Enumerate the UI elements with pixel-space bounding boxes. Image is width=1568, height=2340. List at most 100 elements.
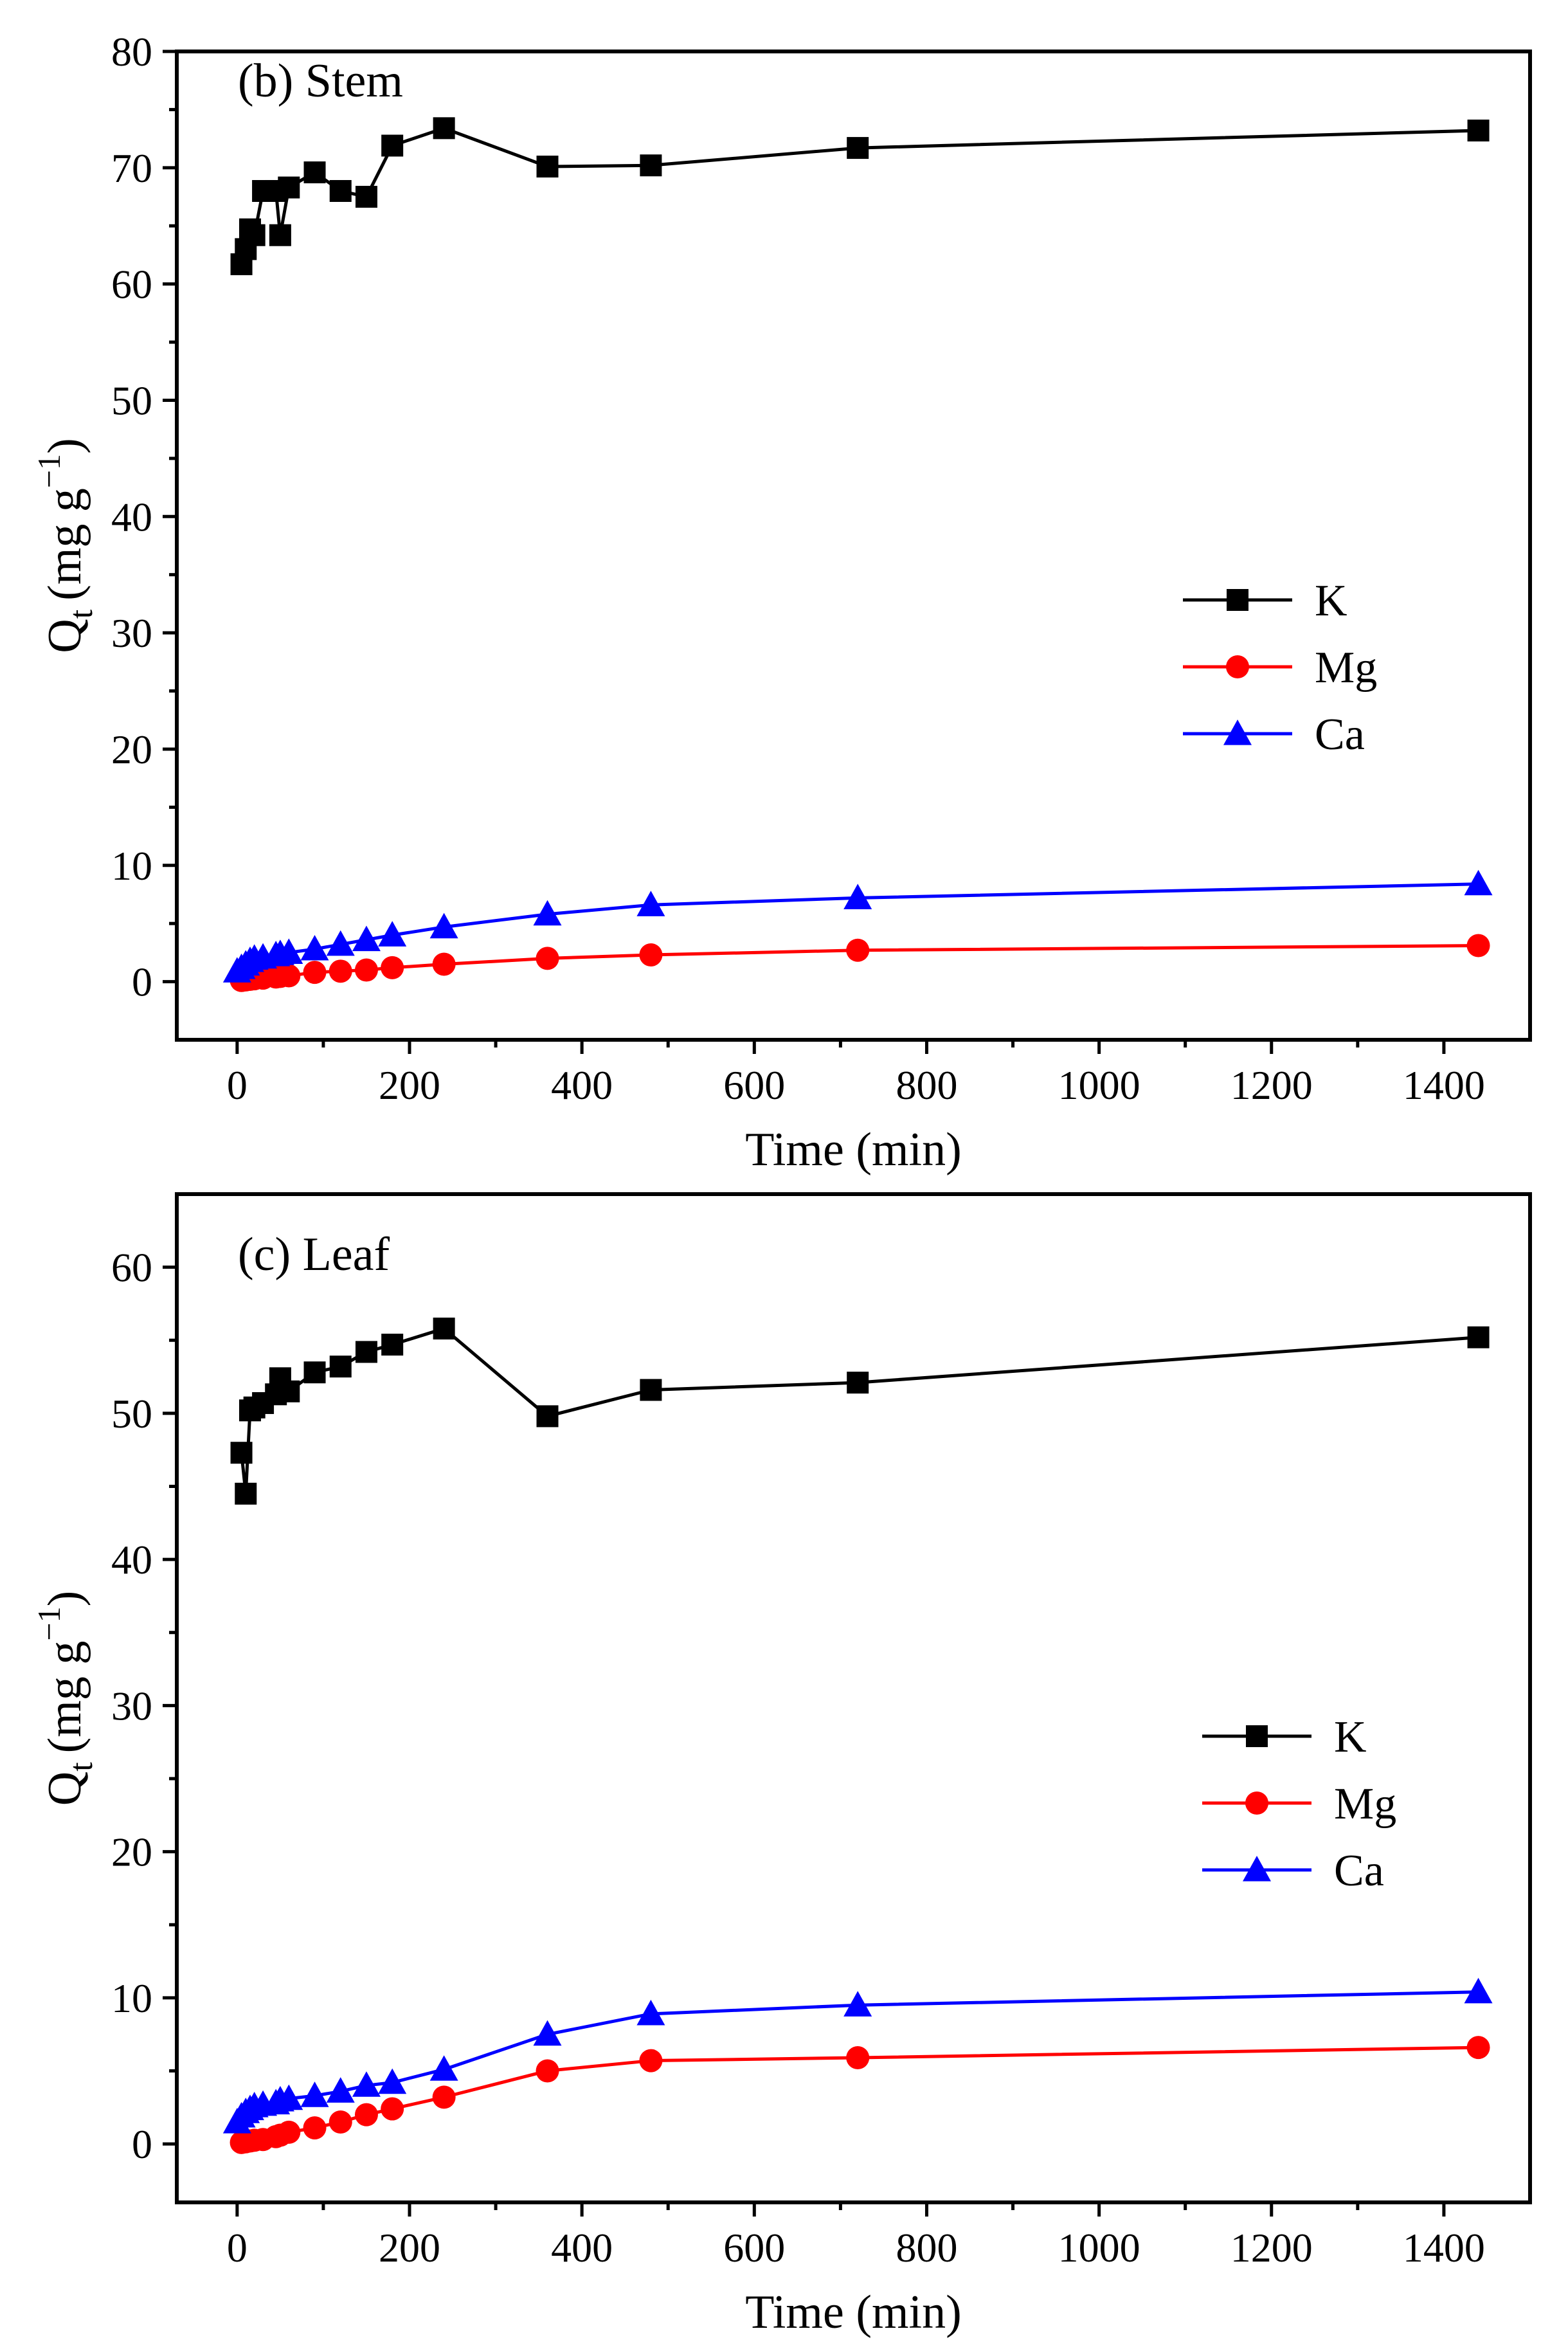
series-ca xyxy=(222,1977,1493,2134)
data-point-mg xyxy=(303,2116,327,2140)
data-point-ca xyxy=(300,2082,329,2107)
data-point-k xyxy=(230,1442,253,1464)
y-axis-symbol: Q xyxy=(39,619,91,653)
data-point-ca xyxy=(352,2071,381,2097)
data-point-k xyxy=(329,1356,352,1378)
data-point-mg xyxy=(303,961,327,984)
y-tick-label: 60 xyxy=(111,262,152,307)
y-tick-label: 30 xyxy=(111,610,152,656)
y-tick-label: 50 xyxy=(111,377,152,423)
x-tick-label: 1200 xyxy=(1230,1062,1313,1108)
data-point-ca xyxy=(352,925,381,952)
y-axis-superscript: −1 xyxy=(31,454,67,488)
data-point-ca xyxy=(533,2020,562,2046)
data-point-mg xyxy=(846,938,870,962)
chart-panel-1: 0 200 400 600 800 1000 1200 1400 0 10 20 30 40 50 60 70… xyxy=(31,29,1532,1176)
legend-marker-ca xyxy=(1223,720,1252,745)
legend-label-ca: Ca xyxy=(1334,1846,1384,1896)
data-point-ca xyxy=(378,2068,407,2094)
data-point-mg xyxy=(329,959,352,983)
y-axis-subscript: t xyxy=(63,609,100,619)
data-point-k xyxy=(847,1372,869,1394)
data-point-mg xyxy=(639,943,663,966)
y-tick-label: 60 xyxy=(111,1245,152,1291)
data-point-k xyxy=(355,186,377,208)
data-point-mg xyxy=(639,2049,663,2072)
x-tick-label: 200 xyxy=(379,2225,440,2271)
x-tick-label: 400 xyxy=(551,2225,613,2271)
legend: K Mg Ca xyxy=(1183,576,1377,759)
data-point-ca xyxy=(533,900,562,926)
y-tick-label: 0 xyxy=(132,959,152,1005)
panel-title: (c) Leaf xyxy=(238,1228,390,1281)
data-point-ca xyxy=(636,891,665,916)
y-axis-unit: (mg g xyxy=(39,488,91,601)
x-tick-label: 400 xyxy=(551,1062,613,1108)
y-tick-label: 40 xyxy=(111,1537,152,1583)
legend-label-k: K xyxy=(1334,1712,1367,1762)
y-axis-superscript: −1 xyxy=(31,1606,67,1640)
data-point-k xyxy=(269,224,291,246)
y-axis-subscript: t xyxy=(63,1762,100,1772)
data-point-ca xyxy=(636,1999,665,2026)
data-point-k xyxy=(278,1380,300,1402)
data-point-ca xyxy=(326,2077,355,2103)
data-point-k xyxy=(303,161,326,184)
y-axis-close: ) xyxy=(39,438,91,454)
x-tick-label: 600 xyxy=(723,1062,785,1108)
y-tick-label: 30 xyxy=(111,1683,152,1728)
data-point-mg xyxy=(277,964,301,988)
data-point-ca xyxy=(275,938,303,964)
y-tick-label: 10 xyxy=(111,843,152,889)
data-point-k xyxy=(640,1379,662,1401)
y-axis-unit: (mg g xyxy=(39,1641,91,1754)
panel-title: (b) Stem xyxy=(238,55,403,107)
data-point-k xyxy=(235,1482,257,1505)
legend-label-k: K xyxy=(1315,576,1347,626)
data-point-ca xyxy=(1464,1977,1493,2004)
data-point-k xyxy=(433,1318,455,1340)
data-point-k xyxy=(381,134,404,157)
x-tick-label: 800 xyxy=(896,1062,957,1108)
series-k xyxy=(230,117,1490,275)
data-point-ca xyxy=(275,2084,303,2110)
series-mg xyxy=(230,934,1490,992)
data-point-mg xyxy=(432,952,456,976)
data-point-k xyxy=(433,117,455,140)
legend-marker-mg xyxy=(1245,1791,1268,1815)
series-ca xyxy=(222,869,1493,983)
data-point-mg xyxy=(536,947,559,970)
data-point-k xyxy=(243,224,266,246)
data-point-k xyxy=(278,176,300,199)
data-point-k xyxy=(381,1334,404,1356)
y-axis-title: Qt (mg g−1) xyxy=(31,1591,100,1806)
y-tick-label: 10 xyxy=(111,1975,152,2021)
legend-marker-k xyxy=(1227,589,1248,611)
legend-marker-k xyxy=(1246,1725,1268,1747)
x-axis-title: Time (min) xyxy=(745,1123,961,1176)
y-tick-label: 0 xyxy=(132,2121,152,2167)
y-axis-symbol: Q xyxy=(39,1772,91,1806)
y-axis-title: Qt (mg g−1) xyxy=(31,438,100,653)
data-point-mg xyxy=(432,2085,456,2109)
data-point-k xyxy=(329,179,352,202)
data-point-mg xyxy=(277,2120,301,2144)
series-mg xyxy=(230,2036,1490,2154)
data-point-mg xyxy=(846,2046,870,2070)
data-point-k xyxy=(536,1405,559,1428)
legend-marker-mg xyxy=(1226,655,1249,678)
data-point-ca xyxy=(843,884,872,909)
y-tick-label: 40 xyxy=(111,494,152,540)
data-point-mg xyxy=(1466,2036,1490,2060)
data-point-ca xyxy=(843,1991,872,2017)
chart-panel-2: 0 200 400 600 800 1000 1200 1400 0 10 20 30 40 50 60 Ti… xyxy=(31,1192,1532,2339)
series-k xyxy=(230,1318,1490,1505)
x-tick-label: 1400 xyxy=(1403,1062,1485,1108)
data-point-mg xyxy=(1466,934,1490,957)
data-point-mg xyxy=(381,956,404,979)
x-tick-label: 1400 xyxy=(1403,2225,1485,2271)
legend-label-mg: Mg xyxy=(1315,643,1377,693)
data-point-mg xyxy=(354,958,378,982)
